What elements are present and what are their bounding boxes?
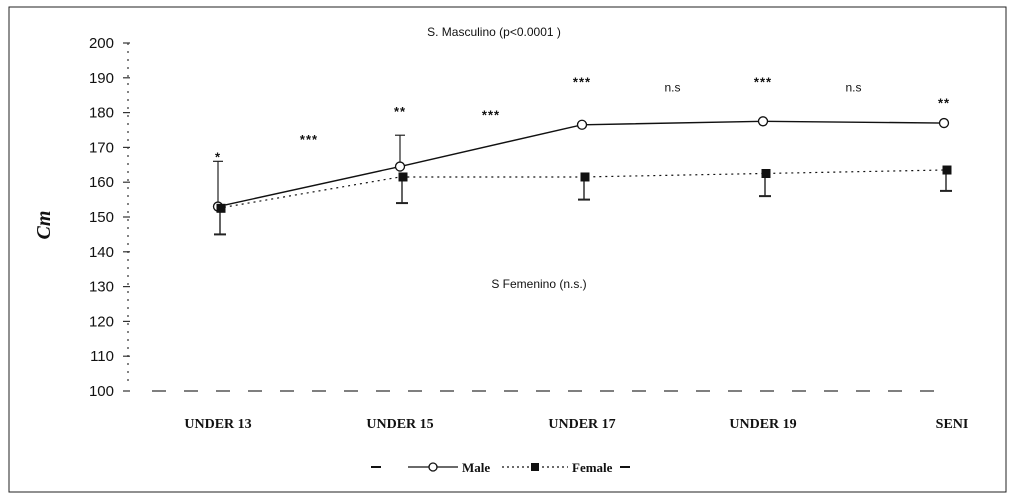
data-points [212,116,952,213]
y-tick-label: 190 [89,70,114,87]
significance-label: * [215,149,221,164]
y-tick-label: 200 [89,35,114,52]
significance-markers: ****** ****** n.s *** n.s** [215,75,950,165]
error-bars [213,134,952,236]
female-data-point [942,165,952,175]
male-series-line [217,120,945,208]
x-axis: UNDER 13 UNDER 15 UNDER 17 UNDER 19 SENI [152,390,969,432]
x-tick-label: SENI [936,417,969,432]
male-data-point [576,119,588,130]
y-tick-label: 100 [89,383,114,400]
significance-label: *** [754,75,772,90]
x-tick-label: UNDER 13 [184,417,251,432]
significance-label: ** [394,104,406,119]
female-data-point [216,203,226,213]
legend-female-label: Female [572,460,613,475]
female-test-annotation: S Femenino (n.s.) [491,277,586,291]
significance-label: n.s [845,81,861,95]
significance-label: *** [573,75,591,90]
male-test-annotation: S. Masculino (p<0.0001 ) [427,25,561,39]
y-axis-label: Cm [33,211,55,240]
legend-male-marker [428,462,438,472]
significance-label: *** [482,108,500,123]
female-data-point [398,172,408,182]
legend-female-marker [531,463,539,471]
y-tick-label: 160 [89,174,114,191]
female-data-point [580,172,590,182]
y-tick-label: 130 [89,279,114,296]
series-lines [217,120,945,209]
y-tick-label: 110 [90,348,114,365]
male-data-point [757,116,769,127]
x-tick-label: UNDER 15 [366,417,433,432]
y-tick-label: 170 [89,139,114,156]
male-data-point [938,117,950,129]
significance-label: *** [300,132,318,147]
y-tick-label: 120 [89,313,114,330]
chart-border [8,6,1007,493]
y-tick-label: 140 [89,244,114,261]
x-tick-label: UNDER 17 [548,417,615,432]
y-tick-label: 180 [89,105,114,122]
female-data-point [761,169,771,178]
significance-label: ** [938,95,950,110]
legend: Male Female [371,460,630,475]
y-axis: 100 110 120 130 140 150 160 170 180 190 200 [89,35,130,400]
x-tick-label: UNDER 19 [729,417,796,432]
y-tick-label: 150 [89,209,114,226]
significance-label: n.s [664,81,680,95]
legend-male-label: Male [462,460,490,475]
male-data-point [394,161,406,172]
